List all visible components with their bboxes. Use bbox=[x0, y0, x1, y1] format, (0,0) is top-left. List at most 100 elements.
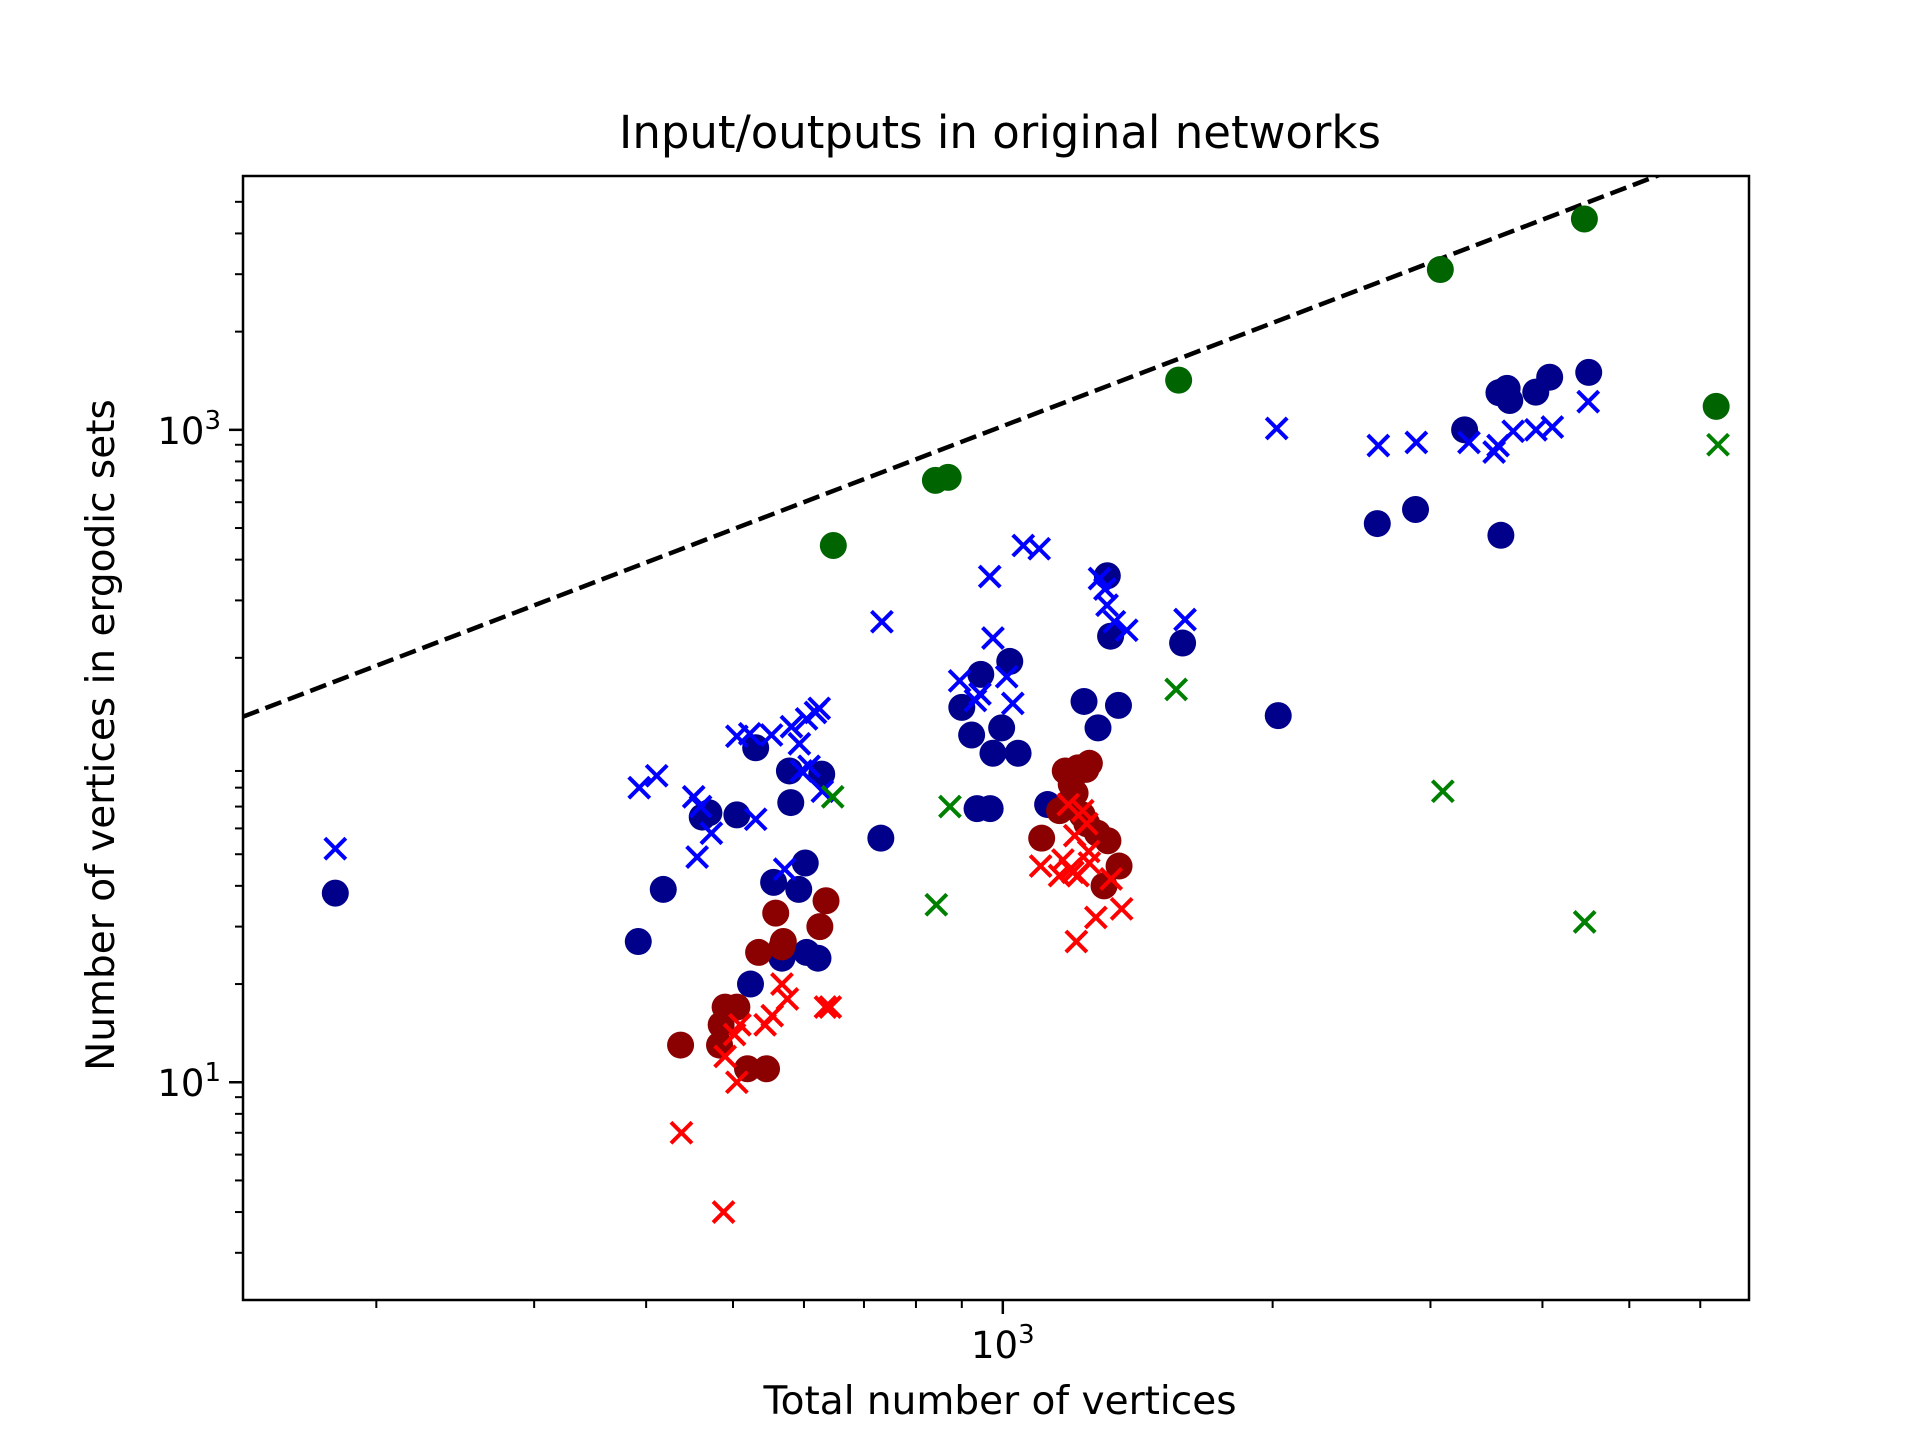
data-point-x bbox=[1109, 896, 1134, 921]
data-point-x bbox=[743, 807, 768, 832]
tick-exponent: 3 bbox=[1018, 1320, 1035, 1350]
data-point-x bbox=[685, 845, 710, 870]
x-marker-stroke bbox=[1028, 854, 1053, 878]
data-point-circle bbox=[1451, 416, 1479, 444]
data-point-circle bbox=[1363, 510, 1391, 538]
x-marker-stroke bbox=[1366, 433, 1391, 458]
x-marker-stroke bbox=[968, 682, 992, 706]
data-point-circle bbox=[1070, 687, 1098, 715]
x-marker-stroke bbox=[669, 1120, 694, 1145]
data-point-circle bbox=[934, 463, 962, 491]
x-marker-stroke bbox=[1576, 389, 1601, 414]
data-point-x bbox=[1095, 593, 1119, 618]
data-point-circle bbox=[976, 795, 1004, 823]
data-point-x bbox=[724, 1070, 749, 1095]
data-point-x bbox=[728, 1012, 752, 1037]
data-point-x bbox=[1114, 618, 1139, 643]
data-point-x bbox=[938, 794, 962, 819]
data-point-x bbox=[779, 714, 804, 739]
data-point-x bbox=[1366, 433, 1391, 458]
data-point-circle bbox=[1570, 205, 1598, 233]
data-point-circle bbox=[1075, 749, 1103, 777]
data-point-x bbox=[323, 836, 348, 861]
data-point-x bbox=[1264, 416, 1289, 441]
x-marker-stroke bbox=[1027, 536, 1052, 561]
data-point-circle bbox=[734, 1055, 762, 1083]
data-point-circle bbox=[1702, 392, 1730, 420]
x-marker-stroke bbox=[1501, 419, 1526, 444]
x-marker-stroke bbox=[1087, 566, 1112, 591]
x-marker-stroke bbox=[994, 664, 1019, 689]
data-point-x bbox=[669, 1120, 694, 1145]
data-point-x bbox=[1064, 929, 1089, 954]
data-point-circle bbox=[742, 734, 770, 762]
data-point-x bbox=[820, 784, 845, 809]
data-point-x bbox=[869, 609, 894, 634]
x-marker-stroke bbox=[743, 807, 768, 832]
x-marker-stroke bbox=[1109, 896, 1134, 921]
data-point-circle bbox=[706, 1031, 734, 1059]
tick-base: 10 bbox=[157, 1062, 204, 1105]
x-marker-stroke bbox=[1102, 609, 1127, 634]
data-point-circle bbox=[1104, 691, 1132, 719]
data-point-x bbox=[1164, 677, 1189, 702]
data-point-x bbox=[1540, 415, 1565, 439]
x-marker-stroke bbox=[1540, 415, 1565, 439]
data-point-x bbox=[1102, 609, 1127, 634]
data-point-x bbox=[699, 821, 724, 846]
data-point-x bbox=[924, 892, 949, 917]
data-point-circle bbox=[1487, 521, 1515, 549]
data-point-circle bbox=[649, 875, 677, 903]
data-point-x bbox=[1077, 851, 1102, 875]
data-point-x bbox=[1099, 867, 1124, 891]
x-marker-stroke bbox=[807, 696, 832, 721]
data-point-circle bbox=[948, 693, 976, 721]
x-marker-stroke bbox=[787, 731, 812, 756]
data-point-circle bbox=[769, 928, 797, 956]
x-marker-stroke bbox=[688, 794, 713, 819]
data-point-x bbox=[1430, 779, 1455, 804]
x-marker-stroke bbox=[1457, 430, 1481, 455]
x-marker-stroke bbox=[1074, 811, 1099, 836]
data-point-circle bbox=[753, 1055, 781, 1083]
tick-base: 10 bbox=[157, 410, 204, 453]
data-point-x bbox=[1056, 792, 1081, 817]
x-marker-stroke bbox=[711, 1200, 736, 1224]
data-point-x bbox=[787, 731, 812, 756]
x-marker-stroke bbox=[644, 763, 669, 788]
data-point-circle bbox=[867, 824, 895, 852]
x-marker-stroke bbox=[1706, 432, 1730, 457]
x-marker-stroke bbox=[681, 784, 706, 809]
data-point-circle bbox=[737, 970, 765, 998]
plot-frame bbox=[241, 174, 1751, 1302]
data-point-circle bbox=[806, 913, 834, 941]
x-marker-stroke bbox=[1000, 691, 1025, 716]
data-point-x bbox=[644, 763, 669, 788]
data-point-x bbox=[1501, 419, 1526, 444]
x-marker-stroke bbox=[810, 779, 835, 804]
x-marker-stroke bbox=[924, 892, 949, 917]
data-point-x bbox=[797, 754, 822, 779]
x-marker-stroke bbox=[981, 626, 1005, 650]
x-marker-stroke bbox=[1572, 910, 1597, 934]
data-point-circle bbox=[723, 801, 751, 829]
data-point-circle bbox=[1575, 358, 1603, 386]
data-point-x bbox=[1028, 854, 1053, 878]
data-point-circle bbox=[1536, 363, 1564, 391]
data-point-circle bbox=[791, 849, 819, 877]
data-point-circle bbox=[777, 789, 805, 817]
data-point-circle bbox=[988, 714, 1016, 742]
data-point-x bbox=[1173, 607, 1197, 632]
data-point-x bbox=[1027, 536, 1052, 561]
data-point-x bbox=[713, 1044, 738, 1069]
data-point-x bbox=[994, 664, 1019, 689]
data-point-x bbox=[737, 721, 762, 746]
data-point-x bbox=[711, 1200, 736, 1224]
data-point-x bbox=[1074, 811, 1099, 836]
tick-exponent: 1 bbox=[204, 1058, 221, 1088]
data-point-x bbox=[772, 857, 797, 882]
data-point-x bbox=[1572, 910, 1597, 934]
